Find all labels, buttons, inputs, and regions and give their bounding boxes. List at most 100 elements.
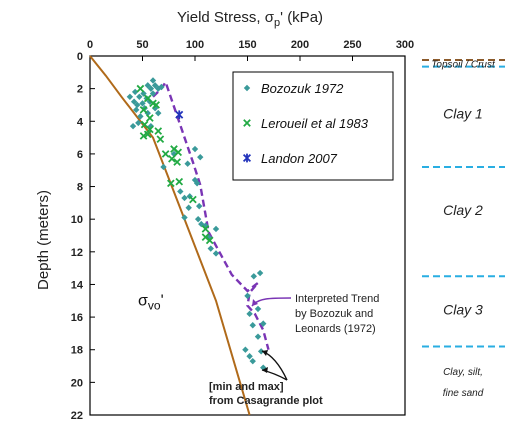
leroueil-point: [205, 236, 214, 245]
stratum-label: Topsoil / Crust: [431, 59, 496, 70]
stratum-label: Clay 1: [443, 106, 483, 122]
bozozuk-point: [184, 160, 191, 167]
bozozuk-point: [149, 77, 157, 84]
bozozuk-point: [194, 215, 202, 223]
legend-label: Leroueil et al 1983: [261, 116, 369, 131]
bozozuk-point: [149, 90, 157, 97]
y-tick-label: 2: [77, 84, 83, 96]
sigma-vo-label-main: σ: [138, 293, 148, 310]
x-tick-label: 0: [87, 39, 93, 51]
bozozuk-point: [135, 119, 142, 127]
bozozuk-point: [246, 353, 253, 360]
bozozuk-point: [250, 273, 257, 280]
sigma-vo-label: σvo': [138, 293, 164, 313]
bozozuk-point: [147, 85, 155, 92]
bozozuk-point: [129, 122, 137, 130]
x-tick-label: 300: [396, 39, 414, 51]
bozozuk-point: [133, 106, 140, 114]
legend-label: Bozozuk 1972: [261, 81, 344, 96]
minmax-annotation-line: from Casagrande plot: [209, 395, 323, 407]
x-tick-label: 150: [238, 39, 256, 51]
leroueil-point: [168, 154, 176, 163]
bozozuk-point: [193, 180, 201, 187]
bozozuk-point: [181, 214, 188, 221]
trend-annotation-line: Interpreted Trend: [295, 293, 379, 305]
leroueil-point: [175, 177, 184, 186]
bozozuk-point: [151, 82, 159, 89]
legend-label: Landon 2007: [261, 151, 338, 166]
trend-annotation-arrowhead: [252, 299, 258, 306]
bozozuk-point: [144, 109, 151, 117]
x-tick-label: 50: [136, 39, 148, 51]
leroueil-point: [146, 125, 154, 134]
leroueil-point: [152, 101, 160, 109]
stratum-label: Clay, silt,: [443, 367, 483, 378]
chart-title-main: Yield Stress, σ: [177, 9, 275, 26]
stratum-label: Clay 3: [443, 302, 483, 318]
leroueil-point: [167, 179, 175, 188]
legend-marker: [243, 119, 251, 127]
landon-point: [175, 110, 184, 120]
legend-box: [232, 71, 394, 181]
leroueil-point: [143, 130, 152, 139]
bozozuk-point: [254, 333, 262, 340]
sigma-vo-line: [89, 55, 251, 416]
interpreted-trend-line: [152, 79, 270, 351]
bozozuk-point: [212, 225, 220, 233]
y-tick-label: 14: [71, 279, 84, 291]
bozozuk-point: [212, 250, 220, 257]
bozozuk-point: [186, 193, 193, 200]
leroueil-point: [161, 150, 170, 158]
trend-annotation-line: Leonards (1972): [295, 323, 376, 335]
bozozuk-point: [170, 150, 178, 158]
bozozuk-point: [242, 346, 249, 353]
leroueil-point: [136, 84, 145, 93]
y-tick-label: 20: [71, 377, 83, 389]
bozozuk-point: [155, 85, 162, 92]
y-tick-label: 4: [77, 116, 84, 128]
leroueil-point: [173, 158, 181, 166]
bozozuk-point: [126, 93, 134, 100]
y-tick-label: 16: [71, 312, 83, 324]
y-tick-label: 6: [77, 149, 83, 161]
y-tick-label: 8: [77, 182, 83, 194]
sigma-vo-label-tail: ': [161, 293, 164, 310]
bozozuk-point: [137, 113, 144, 120]
legend-marker: [242, 153, 252, 163]
bozozuk-point: [160, 163, 167, 171]
bozozuk-point: [139, 100, 146, 107]
trend-annotation-line: by Bozozuk and: [295, 308, 373, 320]
trend-annotation-arrow: [251, 297, 292, 307]
bozozuk-point: [136, 93, 143, 100]
legend-marker: [243, 84, 251, 92]
bozozuk-point: [177, 188, 184, 195]
leroueil-point: [154, 127, 163, 135]
stratum-label: Clay 2: [443, 202, 483, 218]
bozozuk-point: [131, 88, 139, 96]
bozozuk-point: [144, 82, 151, 89]
bozozuk-point: [249, 357, 256, 365]
bozozuk-point: [185, 204, 192, 211]
bozozuk-point: [244, 292, 251, 300]
minmax-arrowhead-2: [262, 350, 268, 356]
bozozuk-point: [196, 202, 203, 210]
stratum-label: fine sand: [443, 388, 484, 399]
x-tick-label: 250: [343, 39, 361, 51]
minmax-annotation-line: [min and max]: [209, 381, 284, 393]
bozozuk-point: [191, 145, 199, 153]
y-tick-label: 12: [71, 247, 83, 259]
bozozuk-point: [197, 153, 204, 161]
bozozuk-point: [158, 83, 165, 91]
bozozuk-point: [256, 269, 264, 277]
minmax-arrowhead-1: [262, 367, 268, 373]
chart-title: Yield Stress, σp' (kPa): [177, 9, 323, 29]
y-tick-label: 0: [77, 51, 83, 63]
chart-title-sub: p: [274, 17, 280, 29]
y-axis-label: Depth (meters): [35, 190, 52, 290]
bozozuk-point: [260, 320, 267, 327]
y-tick-label: 10: [71, 214, 83, 226]
chart-title-tail: ' (kPa): [280, 9, 323, 26]
bozozuk-point: [207, 245, 214, 252]
